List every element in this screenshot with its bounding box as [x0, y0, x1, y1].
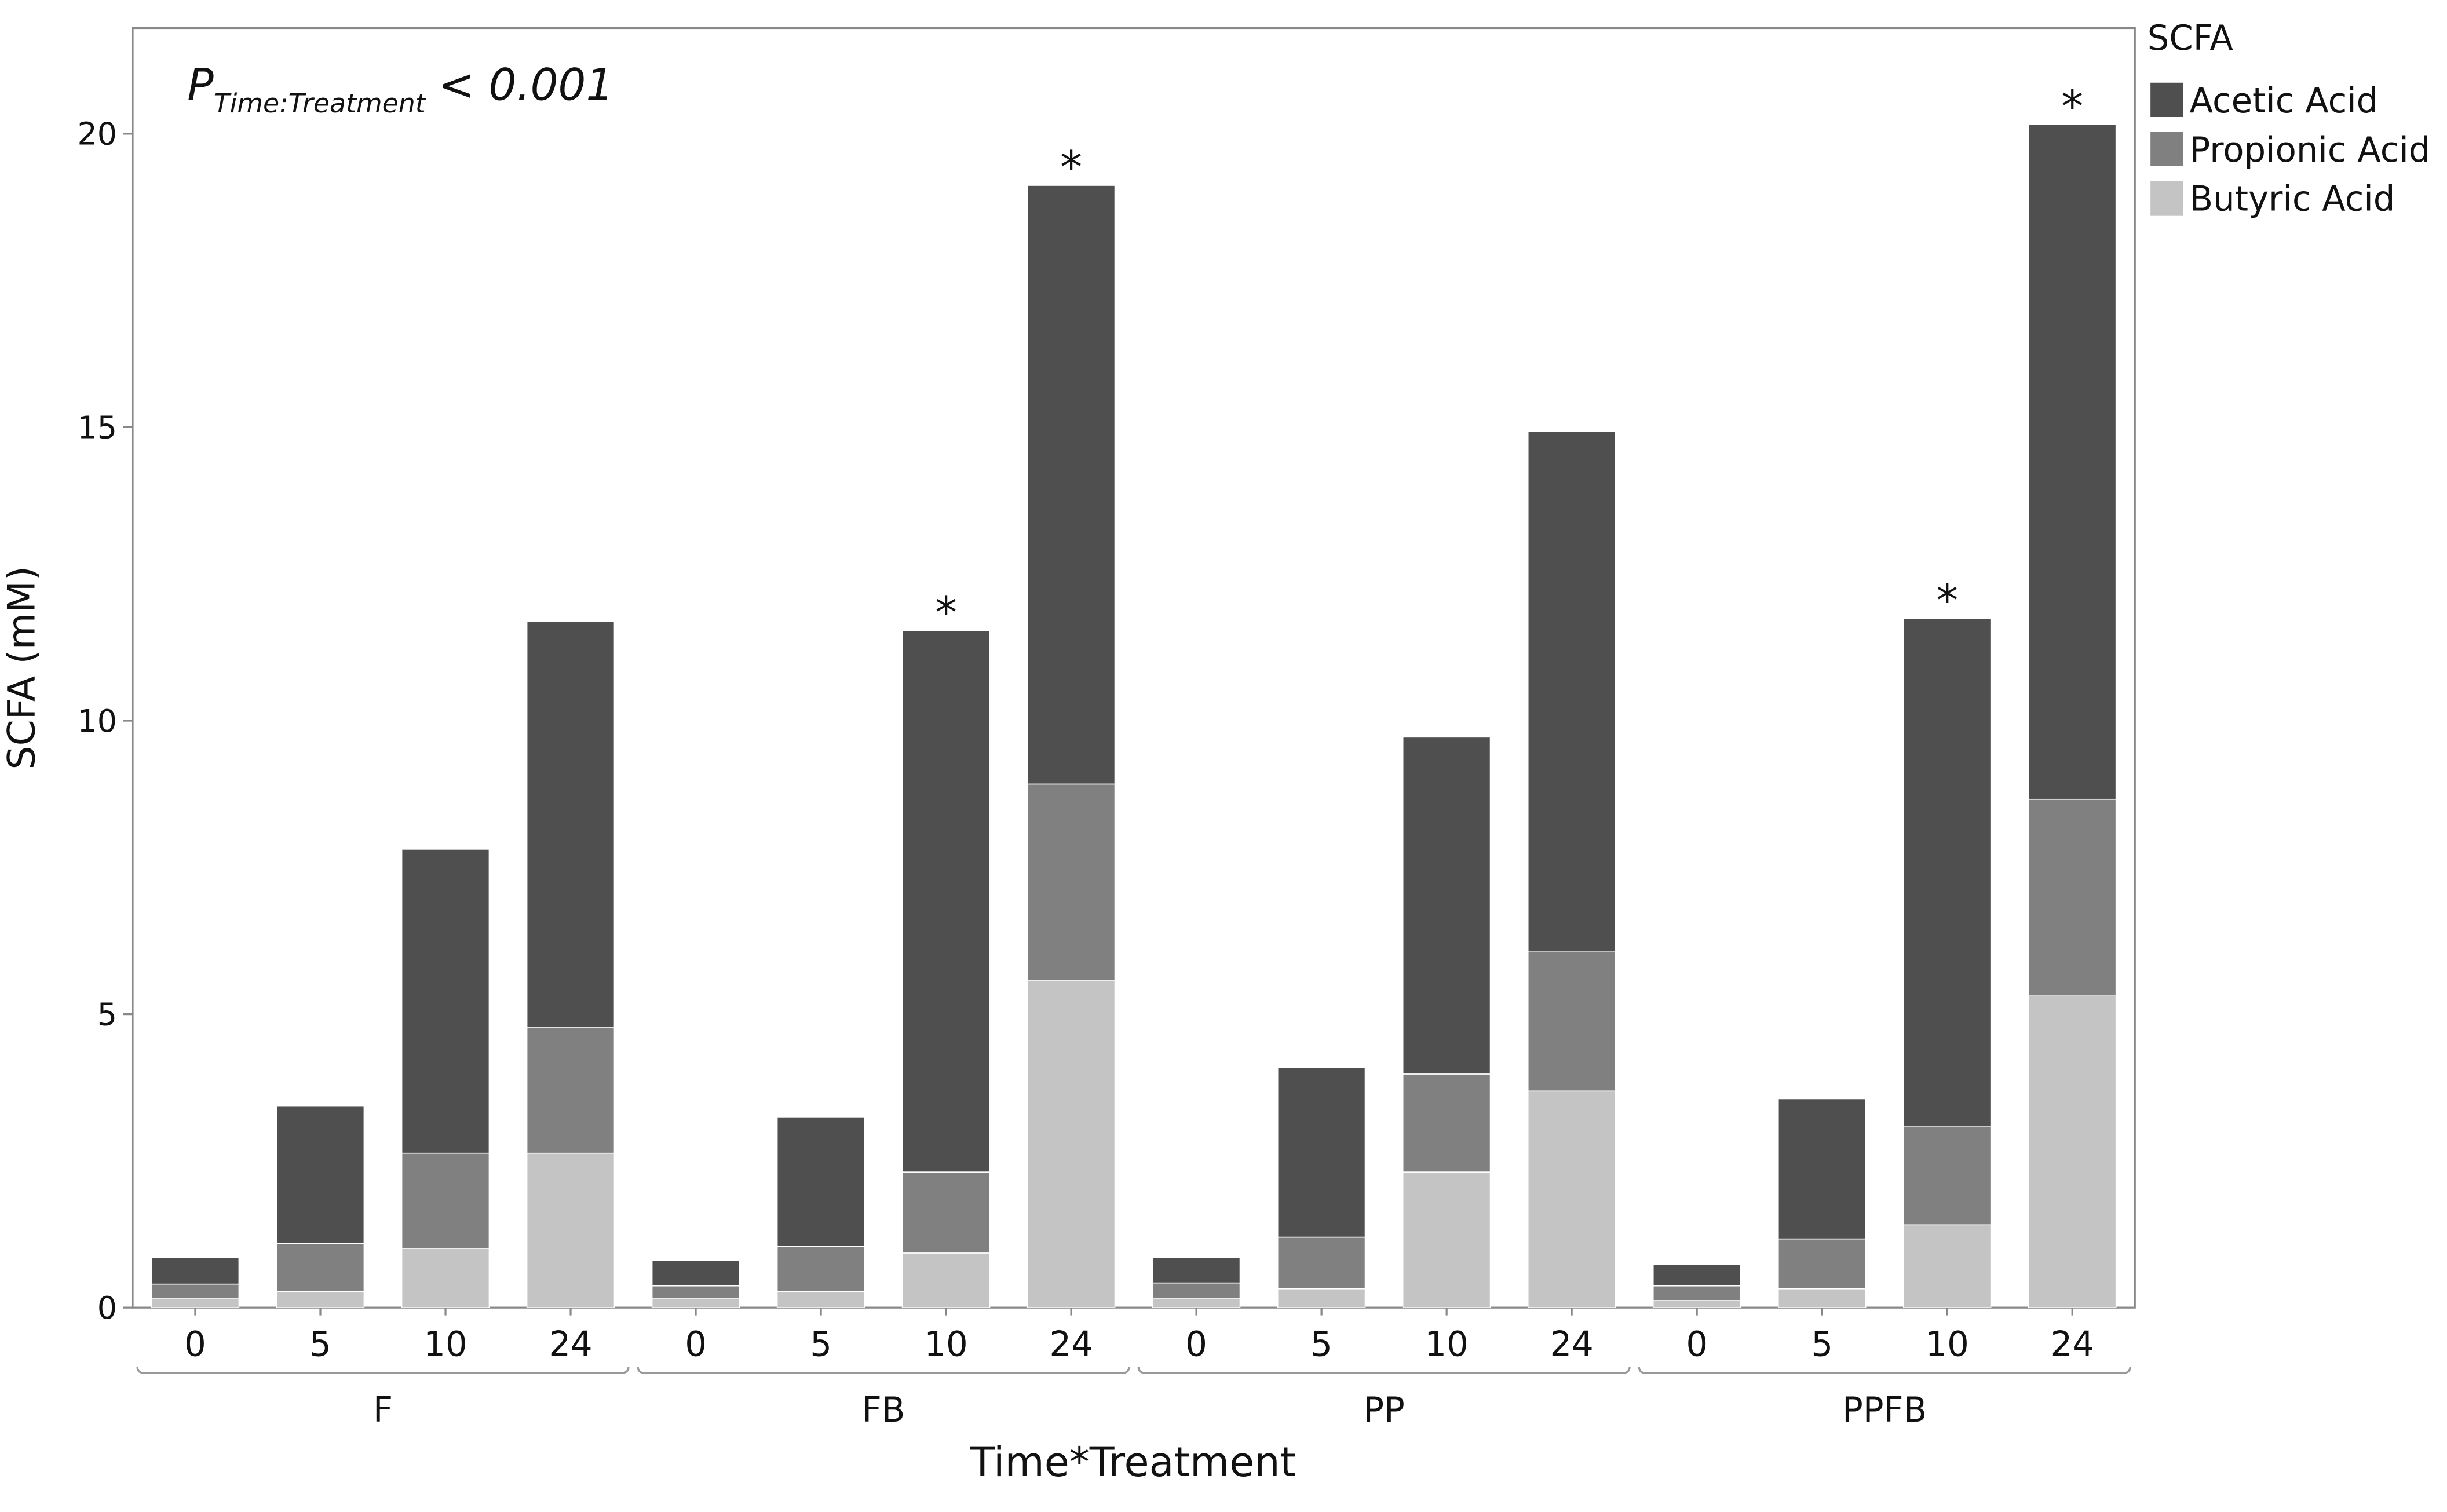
legend-swatch: [2150, 181, 2183, 216]
bar-segment: [1902, 1126, 1992, 1226]
bar-segment: [276, 1291, 365, 1308]
bar-segment: [651, 1285, 740, 1299]
x-tick-label: 0: [1686, 1324, 1708, 1364]
significance-marker: *: [2061, 81, 2083, 132]
bar-segment: [1152, 1298, 1241, 1308]
annotation-text: < 0.001: [438, 59, 613, 110]
bar-segment: [1027, 980, 1116, 1308]
bar-segment: [1027, 185, 1116, 785]
legend-swatch: [2150, 132, 2183, 166]
bar-segment: [2028, 995, 2117, 1308]
bar-segment: [1652, 1285, 1741, 1301]
bar-segment: [651, 1260, 740, 1287]
bar-segment: [2028, 123, 2117, 800]
bar-segment: [526, 1152, 615, 1308]
group-label: PPFB: [1842, 1390, 1927, 1430]
y-tick-label: 5: [97, 996, 117, 1032]
legend-label: Propionic Acid: [2190, 130, 2431, 170]
bar-segment: [1277, 1236, 1366, 1290]
bar-segment: [151, 1257, 240, 1285]
bar-segment: [526, 1027, 615, 1154]
bar-segment: [901, 630, 991, 1173]
group-label: F: [373, 1390, 393, 1430]
bar-segment: [1152, 1282, 1241, 1299]
group-bracket: [136, 1367, 630, 1374]
significance-marker: *: [935, 587, 957, 638]
bar-segment: [1402, 1073, 1491, 1173]
bar-segment: [276, 1243, 365, 1292]
group-bracket: [1137, 1367, 1631, 1374]
bar-segment: [901, 1252, 991, 1308]
bar-segment: [1277, 1288, 1366, 1308]
x-tick-label: 5: [1811, 1324, 1833, 1364]
group-bracket: [1638, 1367, 2131, 1374]
bar-segment: [401, 1248, 490, 1308]
y-tick-label: 15: [77, 409, 117, 445]
x-tick-label: 0: [184, 1324, 206, 1364]
bar-segment: [401, 1152, 490, 1249]
bar-segment: [1402, 736, 1491, 1075]
x-tick-label: 24: [549, 1324, 592, 1364]
significance-marker: *: [1936, 575, 1958, 626]
bar-segment: [1777, 1288, 1867, 1308]
bar-segment: [1027, 783, 1116, 981]
legend-label: Butyric Acid: [2190, 179, 2395, 219]
x-tick-label: 10: [1425, 1324, 1468, 1364]
x-tick-label: 24: [1049, 1324, 1093, 1364]
bar-segment: [1527, 430, 1616, 952]
x-tick-label: 24: [2051, 1324, 2094, 1364]
y-tick-label: 10: [77, 703, 117, 739]
x-tick-label: 10: [1925, 1324, 1968, 1364]
bar-segment: [1402, 1171, 1491, 1308]
x-tick-label: 0: [1185, 1324, 1207, 1364]
bar-segment: [1777, 1238, 1867, 1290]
group-label: PP: [1363, 1390, 1404, 1430]
bar-segment: [1652, 1263, 1741, 1287]
bar-segment: [651, 1298, 740, 1308]
annotation-subscript: Time:Treatment: [214, 87, 427, 119]
group-label: FB: [862, 1390, 905, 1430]
annotation-symbol: P: [187, 59, 214, 110]
y-tick-label: 20: [77, 116, 117, 152]
bar-segment: [1277, 1067, 1366, 1238]
legend-title: SCFA: [2147, 18, 2234, 58]
x-tick-label: 5: [810, 1324, 832, 1364]
bar-segment: [776, 1117, 865, 1247]
bar-segment: [1902, 618, 1992, 1127]
bar-segment: [2028, 798, 2117, 996]
x-axis-label: Time*Treatment: [969, 1438, 1296, 1486]
x-tick-label: 24: [1550, 1324, 1593, 1364]
x-tick-label: 5: [309, 1324, 331, 1364]
group-bracket: [637, 1367, 1130, 1374]
y-axis-label: SCFA (mM): [0, 566, 43, 769]
bar-segment: [1527, 951, 1616, 1092]
bar-segment: [776, 1291, 865, 1308]
y-tick-label: 0: [97, 1290, 117, 1326]
x-tick-label: 0: [685, 1324, 707, 1364]
annotation: PTime:Treatment < 0.001: [187, 59, 613, 119]
legend-label: Acetic Acid: [2190, 81, 2379, 120]
bar-segment: [776, 1246, 865, 1292]
x-tick-label: 10: [423, 1324, 467, 1364]
bar-segment: [276, 1105, 365, 1244]
bar-segment: [151, 1298, 240, 1308]
legend-swatch: [2150, 82, 2183, 118]
significance-marker: *: [1060, 142, 1082, 193]
bar-segment: [1902, 1224, 1992, 1308]
bar-segment: [526, 620, 615, 1028]
bar-segment: [1527, 1090, 1616, 1308]
bar-segment: [401, 849, 490, 1154]
bar-segment: [151, 1283, 240, 1299]
bar-segment: [1652, 1300, 1741, 1308]
x-tick-label: 10: [924, 1324, 967, 1364]
bar-segment: [1777, 1098, 1867, 1240]
bar-segment: [1152, 1257, 1241, 1284]
bar-segment: [901, 1171, 991, 1254]
x-tick-label: 5: [1310, 1324, 1332, 1364]
